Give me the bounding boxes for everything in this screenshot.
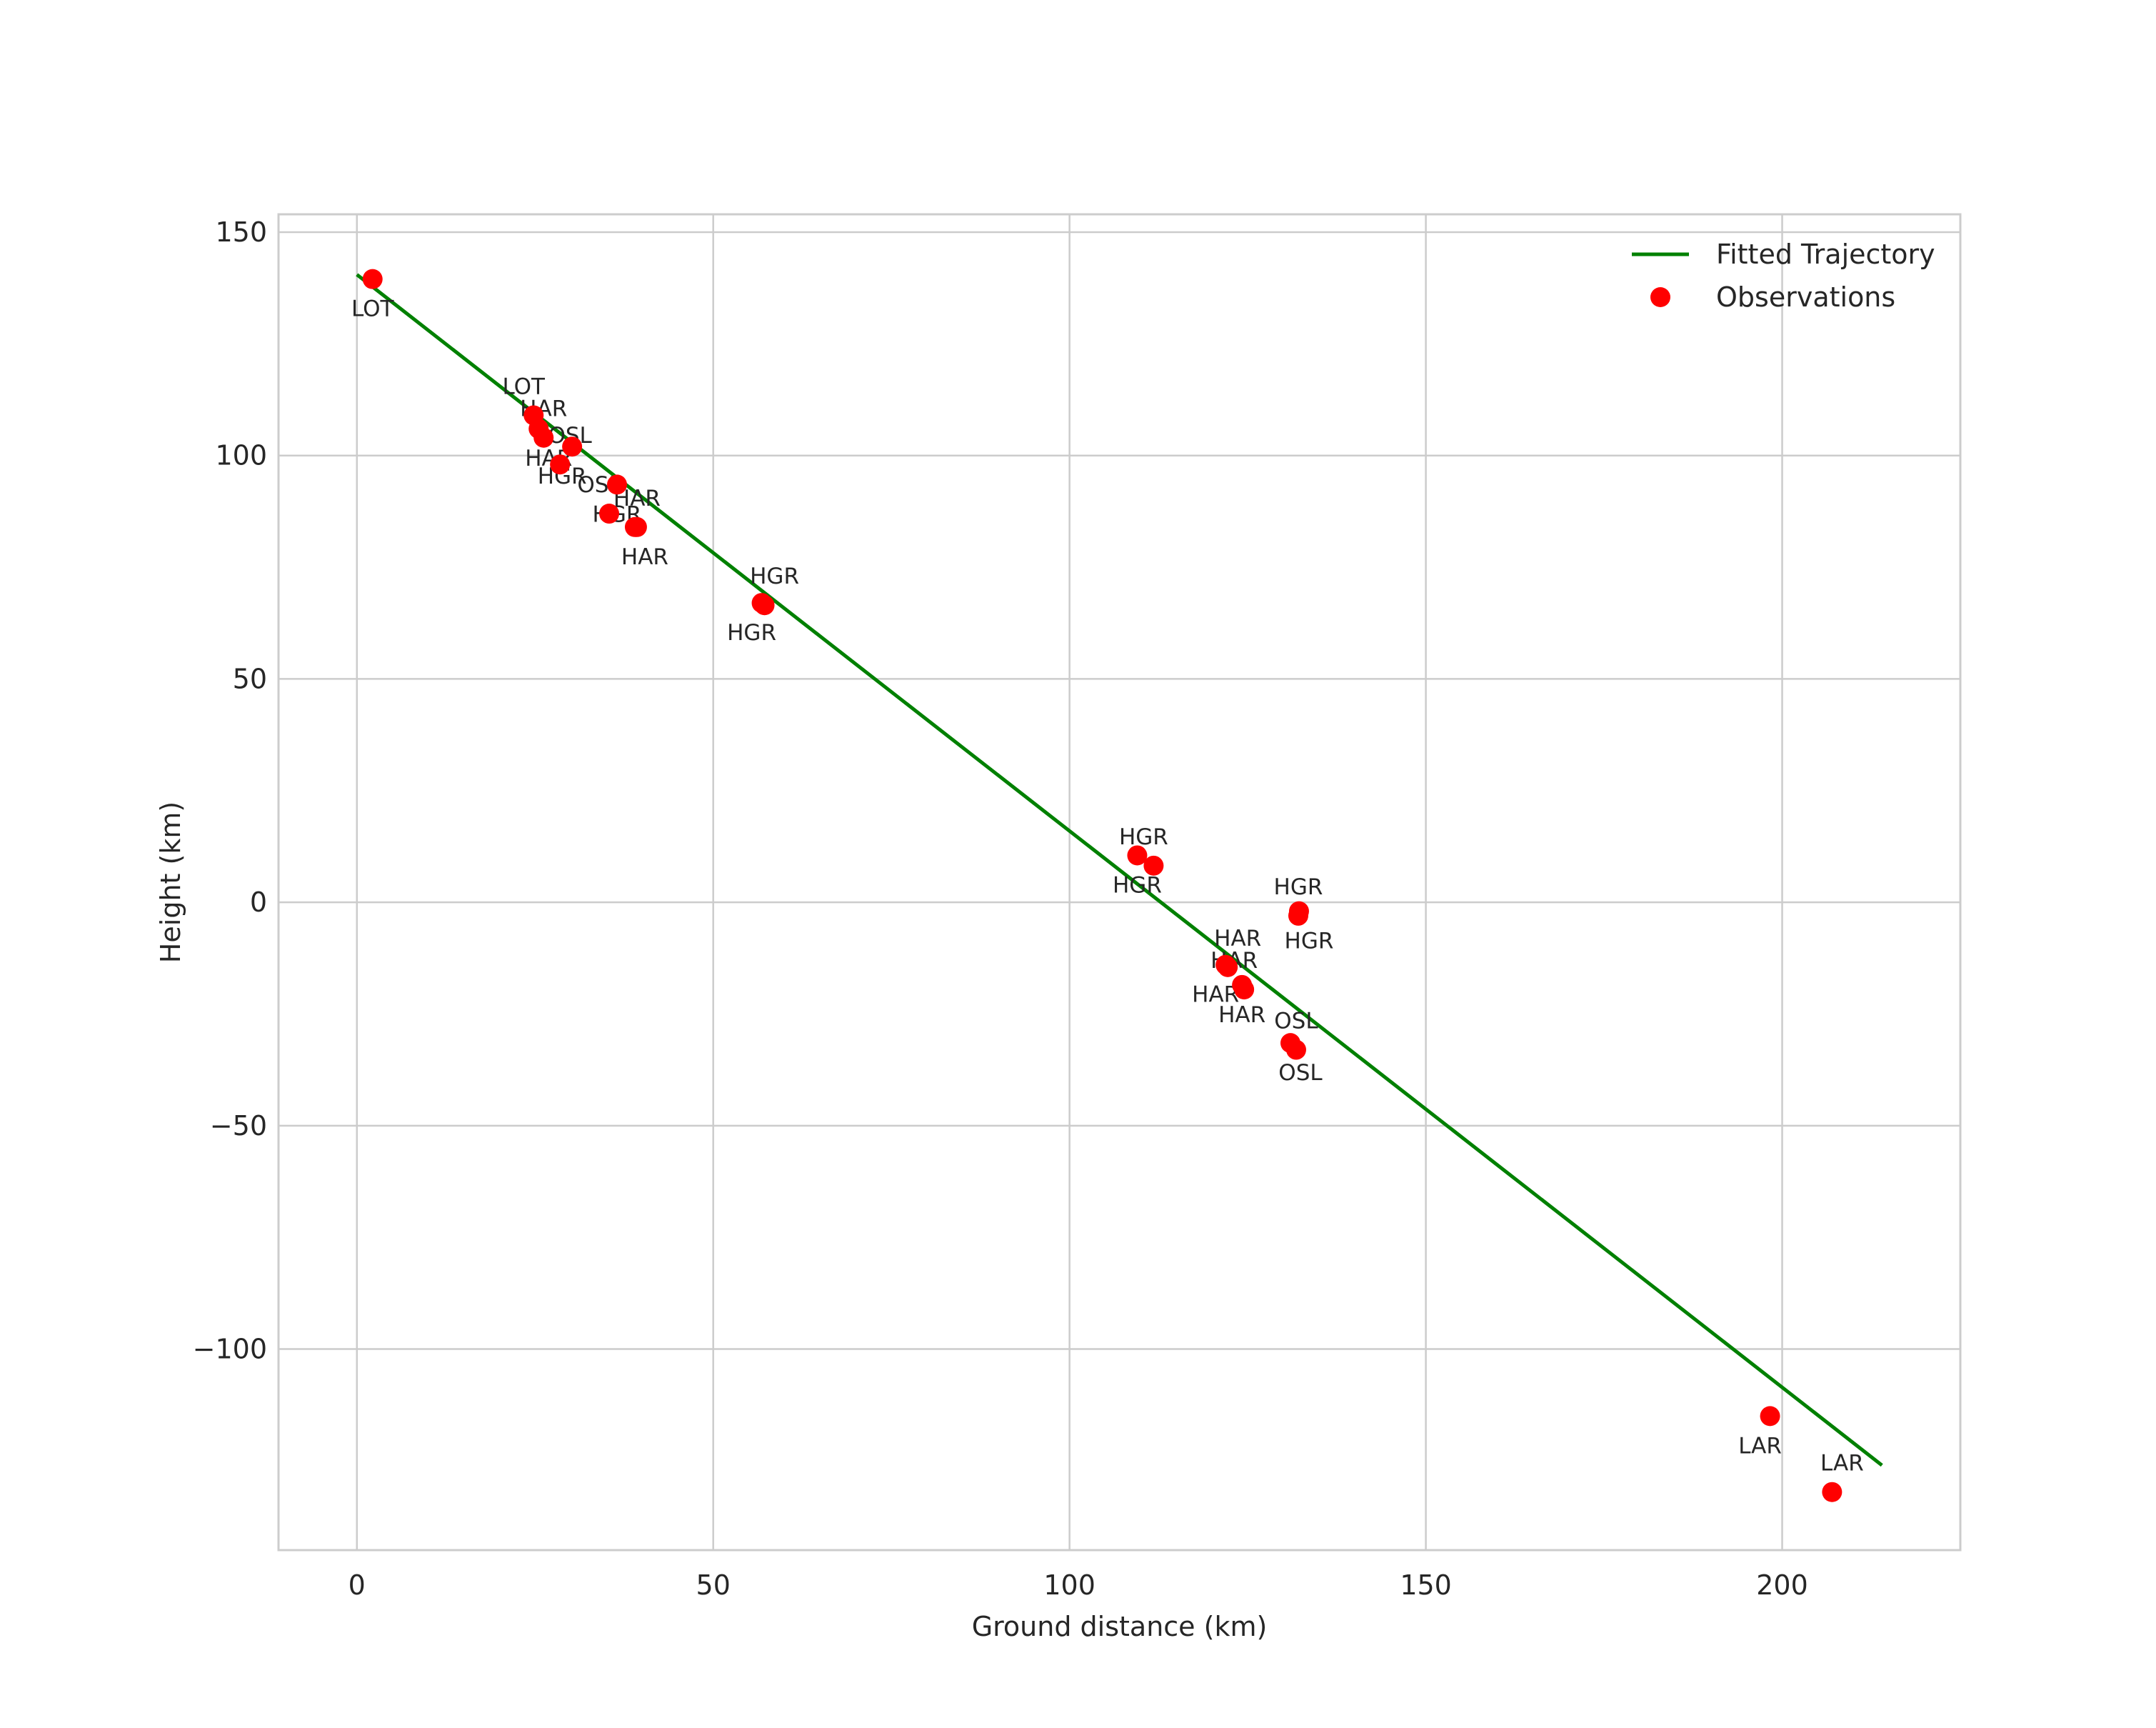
observation-point [606,474,627,495]
observation-point [1288,905,1308,926]
series-layer: LOTLOTHARHARHGROSLHGROSLHARHARHGRHGRHGRH… [351,269,1883,1502]
legend-label-observations: Observations [1716,281,1895,313]
x-tick-label: 150 [1400,1569,1452,1601]
observation-station-label: LOT [351,296,395,322]
legend-swatch-observations [1650,287,1670,307]
observation-station-label: HAR [1218,1002,1265,1028]
observation-point [754,595,775,616]
tick-labels: 0 50 100 150 200 150 100 50 0 −50 −100 [193,216,1808,1601]
plot-area [279,214,1960,1550]
x-tick-label: 0 [349,1569,366,1601]
observation-station-label: LAR [1820,1451,1864,1477]
y-tick-label: 0 [250,887,267,918]
observation-station-label: HAR [621,544,668,570]
y-tick-label: −50 [210,1110,267,1142]
observation-station-label: HGR [1113,872,1162,898]
observation-station-label: HAR [1214,926,1261,952]
observation-point [362,269,383,289]
x-axis-title: Ground distance (km) [972,1611,1268,1642]
observation-station-label: LAR [1738,1433,1782,1459]
observation-point [1127,845,1148,866]
observation-point [1218,957,1238,977]
observation-point [533,427,554,448]
y-tick-label: −100 [193,1334,267,1365]
legend-label-fitted-trajectory: Fitted Trajectory [1716,239,1935,270]
observation-station-label: OSL [1278,1060,1323,1086]
grid [279,214,1960,1550]
x-tick-label: 50 [696,1569,731,1601]
observation-point [550,454,571,475]
y-tick-label: 50 [233,663,267,694]
observation-station-label: LOT [502,374,546,399]
observation-station-label: HGR [750,564,799,589]
y-axis-title: Height (km) [155,801,186,963]
observation-station-label: HAR [1192,982,1239,1008]
observation-point [1760,1406,1780,1427]
observation-point [1143,855,1164,876]
observation-station-label: OSL [1274,1009,1318,1034]
x-tick-label: 100 [1043,1569,1095,1601]
y-tick-label: 100 [215,440,267,471]
observation-point [562,436,583,457]
observation-point [1234,979,1255,1000]
observation-point [626,516,647,537]
observation-point [1285,1039,1306,1060]
observation-station-label: HGR [1285,929,1334,954]
observation-station-label: HGR [1119,824,1168,850]
y-tick-label: 150 [215,216,267,248]
fitted-trajectory-line [356,273,1883,1467]
observation-point [1822,1482,1842,1502]
x-tick-label: 200 [1756,1569,1808,1601]
observation-station-label: HGR [727,620,776,646]
observation-point [599,504,620,524]
legend: Fitted Trajectory Observations [1632,239,1935,313]
observation-station-label: HGR [1274,874,1323,900]
plot-frame [277,213,1962,1552]
